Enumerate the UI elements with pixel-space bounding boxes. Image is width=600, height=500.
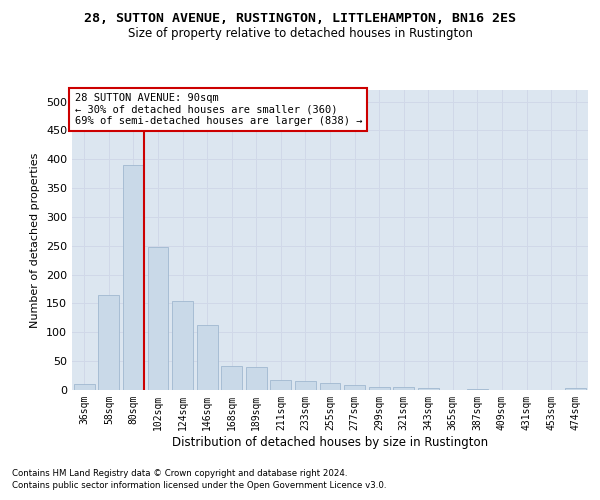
Bar	[393, 387, 414, 390]
Text: 28 SUTTON AVENUE: 90sqm
← 30% of detached houses are smaller (360)
69% of semi-d: 28 SUTTON AVENUE: 90sqm ← 30% of detache…	[74, 93, 362, 126]
Text: Size of property relative to detached houses in Rustington: Size of property relative to detached ho…	[128, 28, 472, 40]
Bar	[368, 386, 389, 390]
Bar	[271, 380, 292, 390]
Bar	[172, 300, 193, 390]
Bar	[418, 388, 439, 390]
Y-axis label: Number of detached properties: Number of detached properties	[31, 152, 40, 328]
Bar	[221, 366, 242, 390]
Bar	[74, 384, 95, 390]
Bar	[565, 388, 586, 390]
Bar	[295, 382, 316, 390]
Bar	[320, 382, 340, 390]
Bar	[148, 247, 169, 390]
Bar	[123, 165, 144, 390]
Bar	[246, 367, 267, 390]
Text: Contains public sector information licensed under the Open Government Licence v3: Contains public sector information licen…	[12, 481, 386, 490]
Bar	[344, 386, 365, 390]
Text: 28, SUTTON AVENUE, RUSTINGTON, LITTLEHAMPTON, BN16 2ES: 28, SUTTON AVENUE, RUSTINGTON, LITTLEHAM…	[84, 12, 516, 26]
Bar	[197, 325, 218, 390]
Text: Contains HM Land Registry data © Crown copyright and database right 2024.: Contains HM Land Registry data © Crown c…	[12, 468, 347, 477]
Text: Distribution of detached houses by size in Rustington: Distribution of detached houses by size …	[172, 436, 488, 449]
Bar	[98, 295, 119, 390]
Bar	[467, 389, 488, 390]
